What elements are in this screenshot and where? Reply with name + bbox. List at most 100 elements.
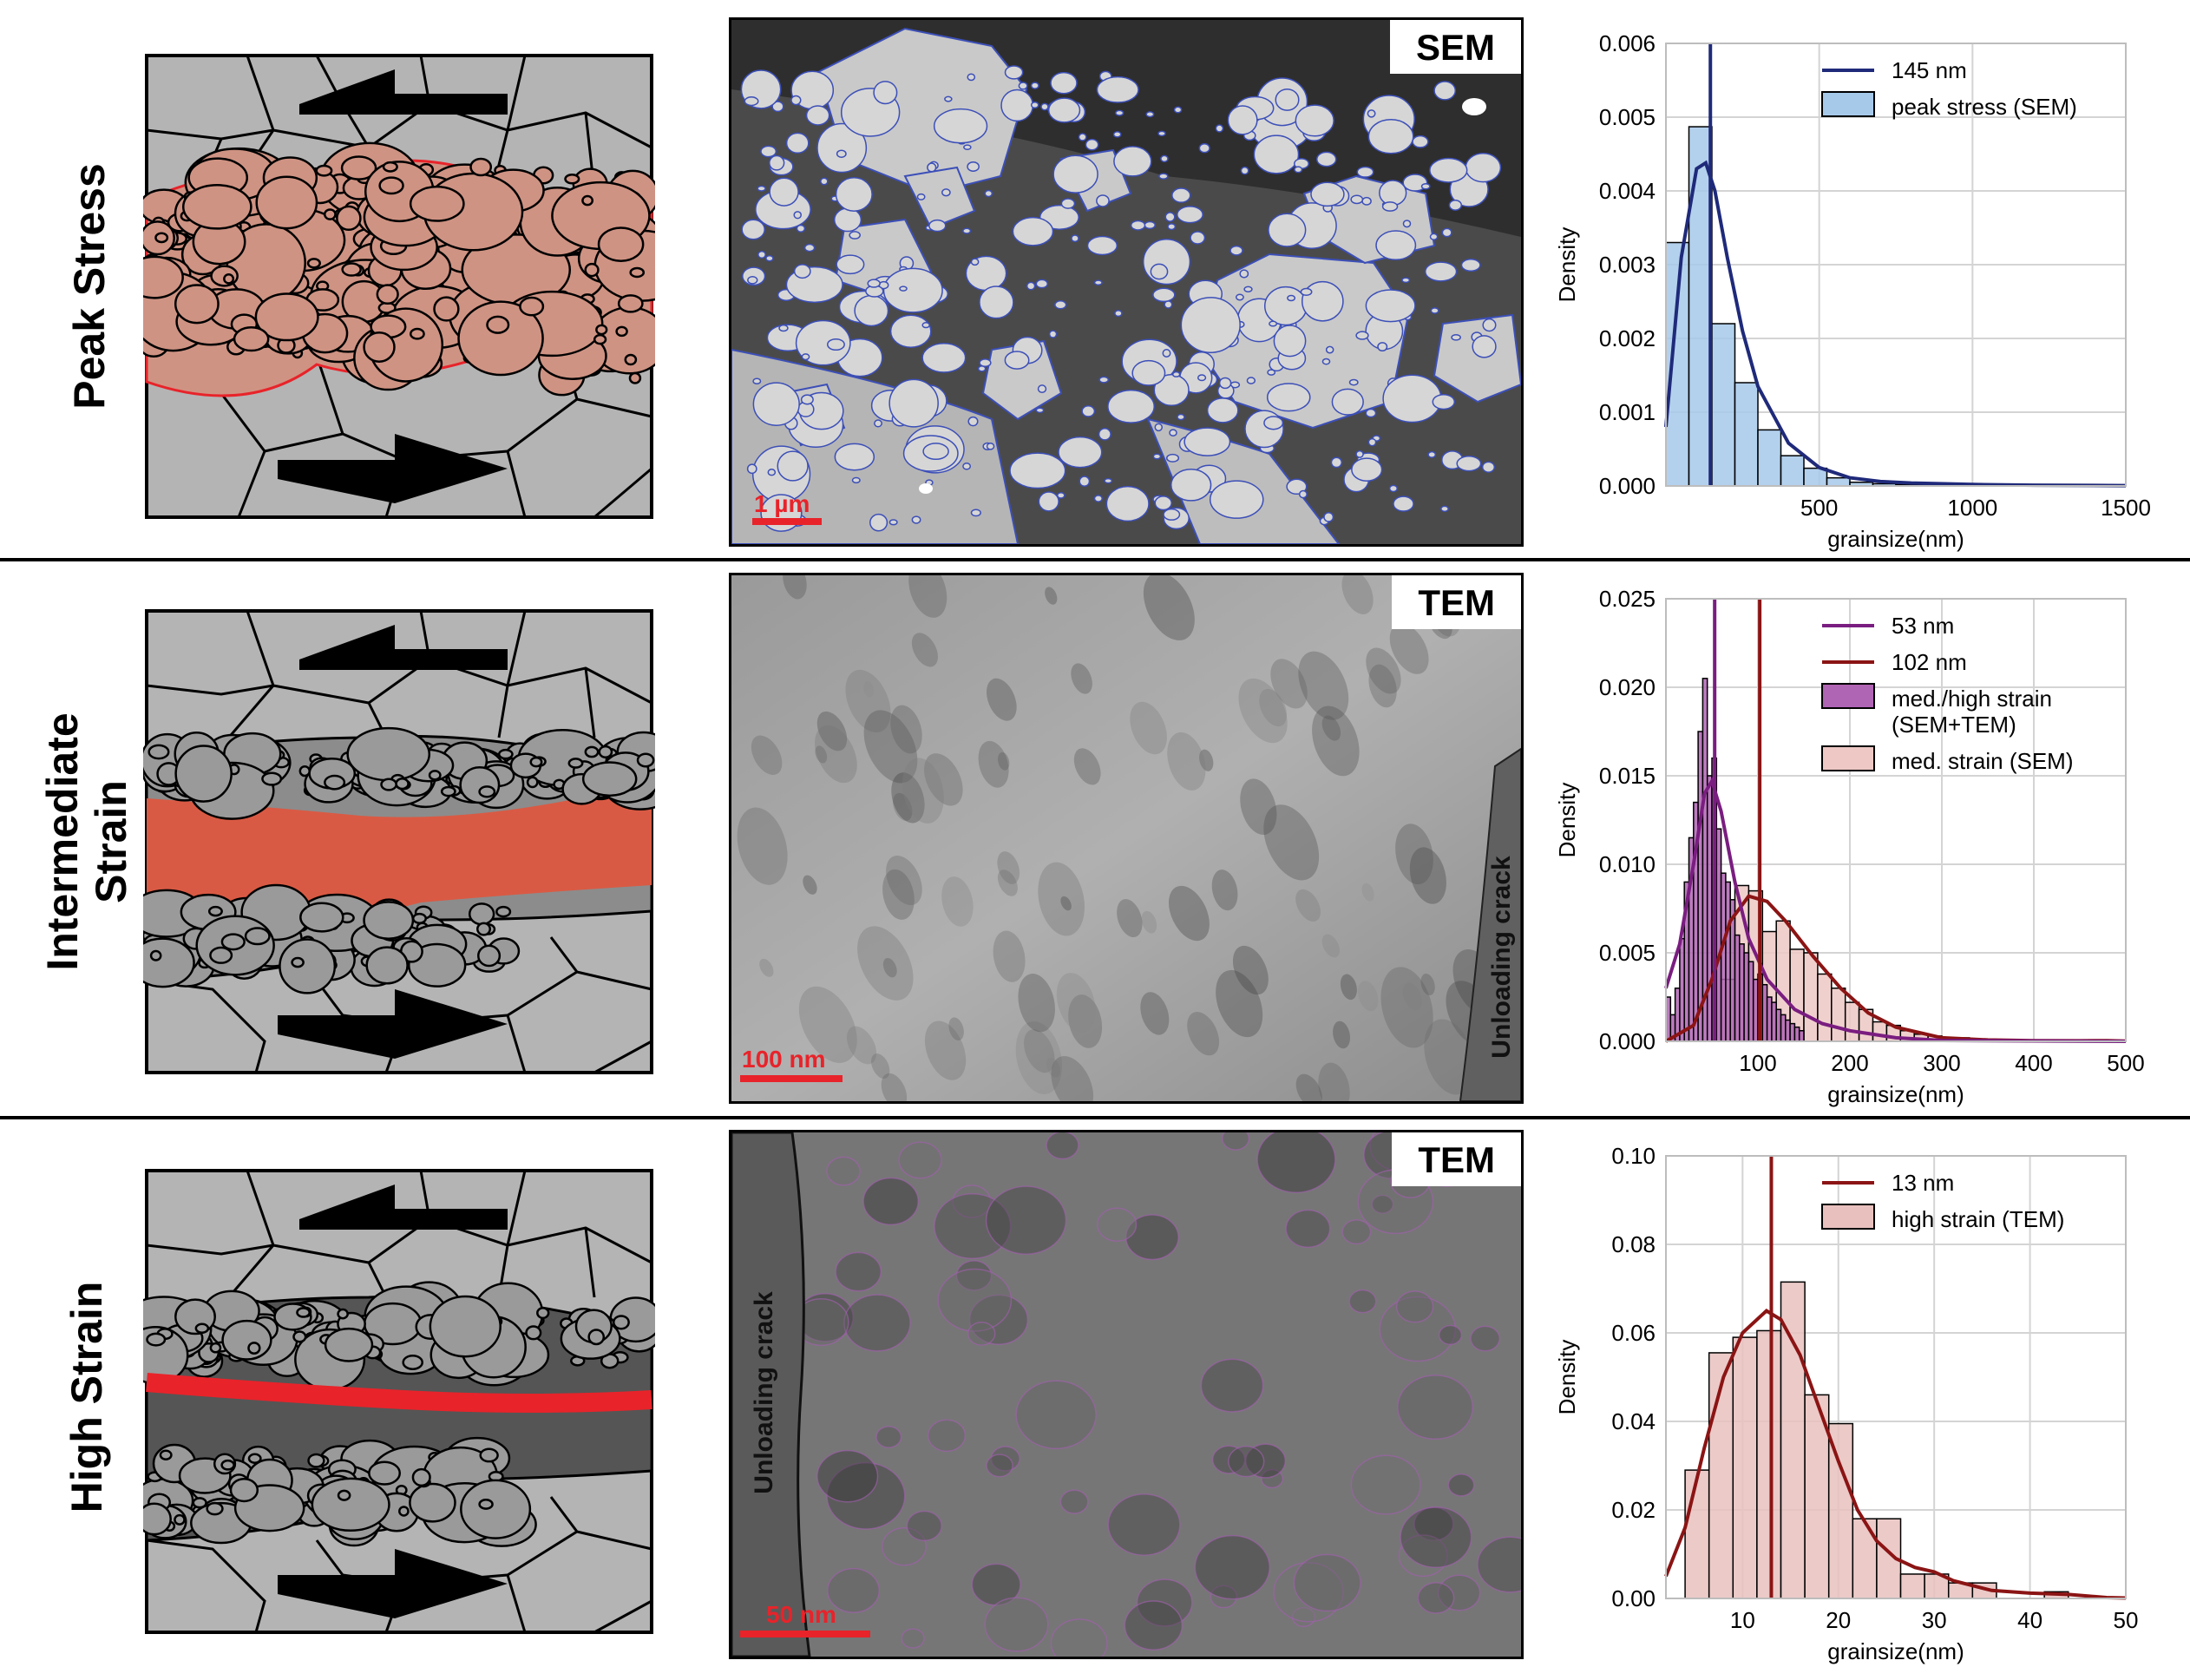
histogram-bar [1706, 775, 1713, 1042]
sem-fine-grain [1037, 384, 1047, 393]
sem-fine-grain [1048, 330, 1058, 338]
tem-grain [1341, 575, 1374, 614]
tem-grain [846, 1026, 877, 1065]
fragment-grain [247, 1453, 262, 1465]
sem-fine-grain [771, 101, 784, 113]
sem-fine-grain [962, 463, 972, 470]
histogram-bar [1702, 678, 1708, 1042]
sem-fine-grain [1130, 220, 1146, 231]
row-label-line-1: Intermediate [38, 712, 87, 971]
sem-fine-grain [979, 285, 1014, 319]
tem-grain [1056, 973, 1096, 1033]
grainsize-histogram-intermediate-strain: 100 200 300 400 500 0.000 0.005 0.010 0.015 0.020… [1554, 586, 2145, 1107]
tem-grain [978, 740, 1009, 788]
sem-fine-grain [1145, 111, 1155, 118]
sem-fine-grain [1142, 239, 1191, 285]
tem-grain [1060, 896, 1072, 911]
histogram-bar [1872, 1020, 1888, 1042]
histogram-bar [1775, 1008, 1782, 1042]
tem-grain [1228, 1445, 1265, 1478]
sem-fine-grain [1169, 429, 1177, 437]
tem-grain [911, 633, 938, 667]
schematic-peak-stress [143, 54, 655, 519]
fragment-grain [148, 744, 170, 760]
legend: 13 nm high strain (TEM) [1821, 1170, 2064, 1232]
tem-grain [1285, 1209, 1331, 1249]
sem-fine-grain [768, 154, 785, 171]
histogram-bar [1757, 429, 1782, 487]
y-tick-label: 0.004 [1599, 178, 1656, 204]
fragment-grain [598, 745, 613, 758]
sem-fine-grain [757, 185, 766, 192]
sem-fine-grain [1050, 71, 1078, 95]
sem-fine-grain [1323, 511, 1334, 522]
sem-fine-grain [833, 207, 862, 233]
sem-fine-grain [777, 450, 809, 482]
y-tick-label: 0.002 [1599, 325, 1656, 351]
tem-grain [1187, 1012, 1220, 1056]
fragment-grain [495, 905, 512, 918]
sem-fine-grain [1012, 216, 1054, 246]
tem-grain [875, 1426, 902, 1448]
tem-grain [1389, 623, 1429, 674]
tem-grain [1143, 575, 1195, 640]
sem-fine-grain [1266, 383, 1311, 412]
fragment-grain [593, 333, 607, 345]
legend-label: (SEM+TEM) [1892, 712, 2016, 738]
row-label-line-2: Strain [87, 780, 135, 903]
tem-grain [1024, 1029, 1055, 1073]
fragment-grain [459, 765, 501, 804]
sem-fine-grain [1164, 212, 1176, 222]
sem-fine-grain [873, 81, 898, 105]
row-label-peak-stress: Peak Stress [65, 163, 114, 410]
kde-line [1664, 160, 2127, 488]
tem-grain [1244, 1443, 1287, 1479]
sem-fine-grain [1112, 131, 1122, 138]
sem-fine-grain [752, 382, 800, 426]
sem-fine-grain [793, 211, 802, 220]
histogram-bar [1679, 937, 1685, 1042]
tem-grain [1395, 1290, 1434, 1323]
tem-grain [1424, 1019, 1474, 1095]
tem-grain [751, 735, 783, 776]
sem-fine-grain [793, 264, 811, 279]
tem-grain [1221, 1132, 1250, 1151]
sem-fine-grain [1079, 476, 1091, 488]
fragment-grain [255, 175, 318, 230]
tem-grain [1358, 981, 1379, 1012]
tem-grain [845, 669, 891, 733]
shear-arrow-top [299, 1185, 508, 1230]
x-tick-label: 10 [1730, 1607, 1755, 1633]
tem-grain [886, 855, 922, 906]
micrograph-sem-peak-stress: SEM 1 µm [729, 17, 1524, 547]
histogram-series [1684, 1281, 2069, 1599]
fragment-grain [209, 1342, 222, 1354]
tem-grain [1318, 1062, 1350, 1101]
row-label-high-strain: High Strain [62, 1281, 111, 1513]
fragment-grain [624, 353, 638, 366]
x-tick-label: 300 [1923, 1050, 1960, 1076]
grainsize-histogram-peak-stress: 500 1000 1500 0.000 0.001 0.002 0.003 0.004 0.00… [1554, 30, 2151, 552]
tem-grain [1398, 1534, 1448, 1578]
tem-grain [898, 1141, 942, 1179]
sem-fine-grain [790, 95, 802, 106]
sem-fine-grain [1218, 377, 1232, 390]
histogram-bar [1665, 241, 1690, 487]
fragment-grain [468, 902, 495, 926]
sem-fine-grain [967, 416, 979, 427]
sem-fine-grain [1215, 124, 1224, 133]
sem-fine-grain [1052, 154, 1098, 194]
sem-fine-grain [1302, 280, 1344, 322]
tem-grain [871, 1053, 890, 1080]
scale-bar [740, 1631, 870, 1637]
sem-fine-grain [1365, 289, 1416, 323]
fragment-grain [174, 745, 233, 803]
sem-fine-grain [1162, 349, 1171, 358]
tem-grain [1470, 1325, 1501, 1352]
sem-fine-grain [1269, 320, 1278, 327]
fragment-grain [247, 1342, 261, 1355]
histogram-bar [1743, 952, 1750, 1042]
tem-grain [1168, 885, 1210, 942]
sem-fine-grain [1420, 182, 1431, 190]
sem-fine-grain [1377, 342, 1388, 352]
